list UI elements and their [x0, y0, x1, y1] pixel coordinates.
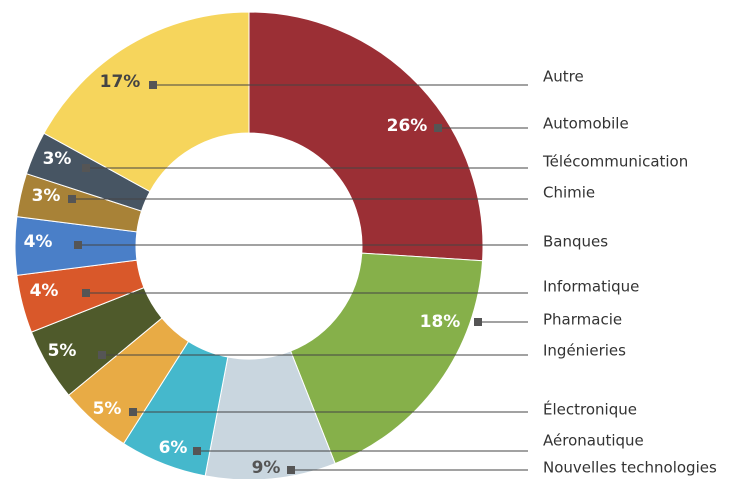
value-label: 4%: [24, 232, 53, 252]
marker: [193, 447, 201, 455]
marker: [74, 241, 82, 249]
marker: [474, 318, 482, 326]
marker: [98, 351, 106, 359]
marker: [68, 195, 76, 203]
legend-label: Nouvelles technologies: [543, 459, 717, 477]
value-label: 26%: [387, 116, 428, 136]
marker: [82, 289, 90, 297]
legend-label: Aéronautique: [543, 432, 644, 450]
legend-label: Automobile: [543, 115, 629, 133]
legend-label: Chimie: [543, 184, 595, 202]
marker: [82, 164, 90, 172]
marker: [129, 408, 137, 416]
value-label: 4%: [30, 281, 59, 301]
marker: [434, 124, 442, 132]
value-label: 3%: [43, 149, 72, 169]
value-label: 9%: [252, 458, 281, 478]
marker: [149, 81, 157, 89]
value-label: 18%: [420, 312, 461, 332]
donut-slice: [43, 11, 250, 193]
legend-label: Autre: [543, 68, 584, 86]
legend-label: Télécommunication: [542, 153, 688, 171]
legend-label: Électronique: [543, 400, 637, 419]
donut-slice: [289, 252, 484, 465]
legend-label: Informatique: [543, 278, 639, 296]
value-label: 17%: [100, 72, 141, 92]
marker: [287, 466, 295, 474]
value-label: 3%: [32, 186, 61, 206]
value-label: 5%: [48, 341, 77, 361]
value-label: 5%: [93, 399, 122, 419]
value-label: 6%: [159, 438, 188, 458]
donut-slice: [248, 11, 484, 262]
legend-label: Banques: [543, 233, 608, 251]
legend-label: Ingénieries: [543, 342, 626, 360]
legend-label: Pharmacie: [543, 311, 622, 329]
